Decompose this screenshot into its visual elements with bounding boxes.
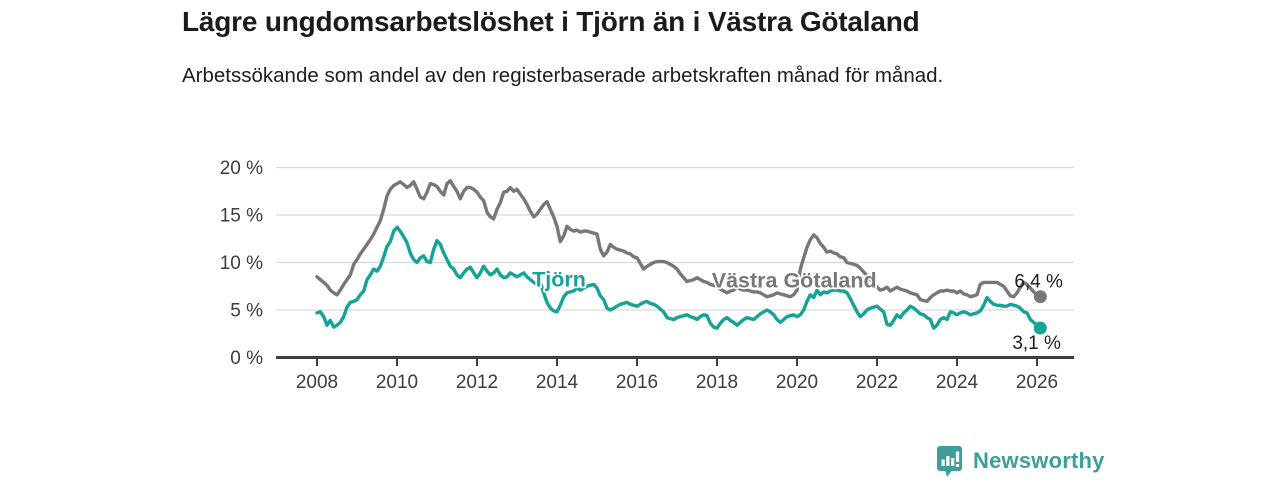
x-axis-label: 2008 (296, 372, 338, 393)
newsworthy-wordmark: Newsworthy (973, 448, 1105, 473)
series-name-label-tjorn: Tjörn (532, 268, 586, 292)
y-axis-label: 20 % (220, 158, 263, 179)
y-axis-label: 5 % (230, 301, 263, 322)
x-axis-label: 2012 (456, 372, 498, 393)
y-axis-label: 0 % (230, 348, 263, 369)
chart-title: Lägre ungdomsarbetslöshet i Tjörn än i V… (182, 6, 920, 37)
newsworthy-logo: Newsworthy (936, 444, 1105, 478)
x-axis-label: 2024 (936, 372, 979, 393)
series-line-vastra-gotaland (315, 179, 1043, 304)
x-axis-label: 2010 (376, 372, 418, 393)
x-axis-label: 2018 (696, 372, 738, 393)
x-axis-label: 2020 (776, 372, 818, 393)
series-name-label-vastra-gotaland: Västra Götaland (712, 269, 877, 293)
series-line-tjorn (315, 225, 1043, 330)
x-axis-label: 2026 (1016, 372, 1058, 393)
x-axis-label: 2014 (536, 372, 579, 393)
x-axis-label: 2016 (616, 372, 658, 393)
series-end-dot-tjorn (1033, 321, 1047, 335)
y-axis-label: 10 % (220, 253, 263, 274)
chart-subtitle: Arbetssökande som andel av den registerb… (182, 64, 944, 87)
series-end-dot-vastra-gotaland (1033, 290, 1047, 304)
y-axis-label: 15 % (220, 206, 263, 227)
newsworthy-bar-chart-icon (937, 446, 962, 477)
series-end-value-tjorn: 3,1 % (1012, 333, 1061, 354)
series-end-value-vastra-gotaland: 6,4 % (1014, 272, 1063, 293)
x-axis-label: 2022 (856, 372, 898, 393)
